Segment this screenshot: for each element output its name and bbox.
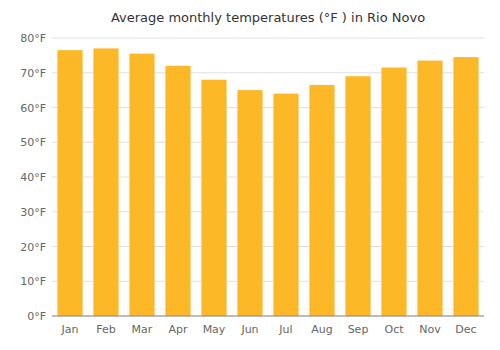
x-tick-label: Aug [311,323,332,336]
bar [201,80,226,316]
x-tick-label: Nov [419,323,441,336]
y-axis: 0°F 10°F 20°F 30°F 40°F 50°F 60°F 70°F 80°F [20,32,46,323]
bar [381,68,406,316]
bar [309,85,334,316]
x-tick-label: Mar [132,323,153,336]
bar [129,54,154,316]
y-tick-label: 30°F [20,206,46,219]
bar [453,57,478,316]
title: Average monthly temperatures (°F ) in Ri… [111,10,425,25]
x-tick-label: Sep [348,323,369,336]
y-tick-label: 60°F [20,102,46,115]
x-tick-label: Feb [96,323,115,336]
x-axis: Jan Feb Mar Apr May Jun Jul Aug Sep Oct Nov Dec [52,316,484,336]
x-tick-label: Oct [384,323,404,336]
bar [417,61,442,316]
y-tick-label: 20°F [20,241,46,254]
x-tick-label: Dec [455,323,476,336]
x-tick-label: May [203,323,226,336]
y-tick-label: 10°F [20,275,46,288]
x-tick-label: Jun [240,323,258,336]
bars [57,48,478,316]
x-tick-label: Jan [61,323,79,336]
chart: Average monthly temperatures (°F ) in Ri… [0,0,500,350]
grid-line [52,316,484,317]
bar [93,48,118,316]
x-tick-label: Apr [168,323,188,336]
grid-line [52,38,484,39]
y-tick-label: 50°F [20,136,46,149]
x-axis-line [52,316,484,317]
y-tick-label: 80°F [20,32,46,45]
bar [273,94,298,316]
y-tick-label: 70°F [20,67,46,80]
y-tick-label: 40°F [20,171,46,184]
grid [52,38,484,316]
bar [165,66,190,316]
bar [345,76,370,316]
chart-container: Average monthly temperatures (°F ) in Ri… [0,0,500,350]
x-tick-label: Jul [278,323,292,336]
y-tick-label: 0°F [27,310,46,323]
bar [57,50,82,316]
bar [237,90,262,316]
